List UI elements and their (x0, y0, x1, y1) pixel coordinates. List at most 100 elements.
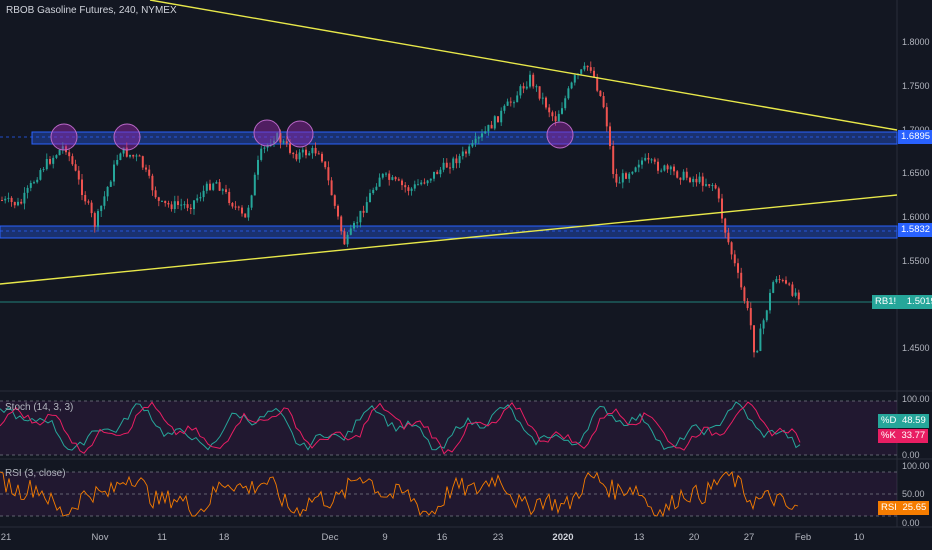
price-tick: 1.7500 (902, 81, 930, 91)
candle-body (628, 173, 631, 179)
candle-body (775, 279, 778, 283)
candle-body (477, 137, 480, 139)
candle-body (253, 174, 256, 196)
candle-body (586, 65, 589, 68)
candle-body (554, 116, 557, 122)
candle-body (196, 198, 199, 201)
candle-body (71, 156, 74, 165)
candle-body (695, 178, 698, 183)
stoch-label[interactable]: Stoch (14, 3, 3) (5, 402, 74, 413)
support-price-tag: 1.5832 (898, 223, 932, 237)
candle-body (292, 152, 295, 155)
candle-body (519, 86, 522, 96)
candle-body (263, 147, 266, 149)
candle-body (276, 133, 279, 141)
candle-body (765, 310, 768, 321)
candle-body (705, 184, 707, 186)
candle-body (74, 164, 77, 171)
candle-body (778, 279, 781, 281)
candle-body (17, 201, 19, 206)
candle-body (394, 177, 397, 180)
candle-body (36, 179, 39, 183)
candle-body (439, 169, 442, 175)
stoch-tick: 0.00 (902, 450, 920, 460)
candle-body (500, 110, 503, 123)
time-label: 13 (633, 532, 645, 543)
candle-body (637, 164, 640, 168)
candle-body (599, 90, 602, 97)
candle-body (685, 171, 688, 178)
candle-body (321, 153, 323, 162)
time-label: 11 (157, 532, 167, 543)
time-label: Dec (321, 532, 339, 543)
candle-body (7, 197, 10, 199)
candle-body (148, 169, 151, 176)
candle-body (167, 203, 170, 205)
candle-body (237, 206, 240, 208)
candle-body (743, 287, 746, 302)
stoch-k-line (0, 401, 801, 455)
candle-body (615, 174, 618, 183)
candle-body (298, 152, 301, 160)
price-tick: 1.8000 (902, 37, 930, 47)
candle-body (698, 176, 701, 183)
candle-body (570, 82, 573, 89)
rsi-tick: 100.00 (902, 461, 930, 471)
stoch-d-value: 48.59 (901, 415, 926, 426)
candle-body (81, 179, 83, 196)
candle-body (753, 325, 755, 353)
candle-body (333, 195, 336, 206)
candle-body (471, 143, 474, 147)
candle-body (769, 292, 771, 311)
candle-body (231, 203, 234, 207)
candle-body (404, 185, 407, 188)
candle-body (413, 184, 416, 189)
stoch-k-value: 33.77 (901, 430, 926, 441)
candle-body (273, 140, 275, 145)
touch-highlight-ellipse (546, 121, 574, 149)
candle-body (529, 74, 531, 87)
candle-body (138, 155, 141, 157)
candle-body (23, 192, 26, 204)
candle-body (455, 158, 458, 164)
time-label: 23 (492, 532, 504, 543)
symbol-label: RB1! (875, 296, 897, 307)
candle-body (4, 198, 7, 201)
price-tick: 1.5500 (902, 256, 930, 266)
candle-body (506, 101, 509, 106)
touch-highlight-ellipse (50, 123, 78, 151)
rsi-value: 25.65 (902, 502, 927, 513)
candle-body (250, 195, 253, 208)
candle-body (132, 154, 135, 157)
candle-body (42, 169, 45, 171)
candle-body (717, 188, 720, 199)
candle-body (375, 186, 378, 190)
candle-body (532, 74, 535, 87)
candle-body (257, 159, 259, 175)
candle-body (701, 176, 704, 186)
candle-body (305, 149, 307, 156)
stoch-d-tag: %D 48.59 (878, 414, 929, 428)
candle-body (602, 96, 605, 108)
candle-body (337, 205, 339, 217)
candle-body (129, 154, 131, 157)
candle-body (545, 97, 547, 108)
time-label: 27 (743, 532, 755, 543)
candle-body (788, 283, 791, 285)
candle-body (449, 167, 451, 169)
candle-body (650, 159, 653, 161)
candle-body (548, 107, 551, 113)
candle-body (497, 116, 499, 123)
candle-body (209, 183, 211, 190)
rsi-label[interactable]: RSI (3, close) (5, 468, 66, 479)
candle-body (561, 108, 563, 114)
candle-body (589, 67, 592, 71)
candle-body (1, 200, 3, 201)
candle-body (378, 177, 381, 187)
candle-body (465, 151, 467, 154)
time-label: 20 (688, 532, 700, 543)
touch-highlight-ellipse (286, 120, 314, 148)
candle-body (410, 188, 413, 191)
candle-body (212, 183, 215, 190)
